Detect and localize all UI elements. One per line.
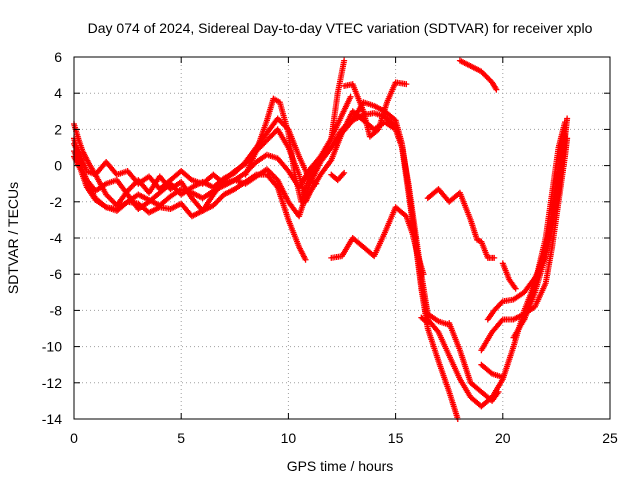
y-tick-label: -4 — [50, 230, 63, 246]
data-points — [71, 57, 571, 422]
data-point — [491, 254, 498, 261]
x-tick-label: 20 — [495, 430, 511, 446]
y-tick-label: -8 — [50, 302, 63, 318]
data-point — [341, 57, 348, 64]
series-track-9 — [328, 204, 427, 278]
series-track-12 — [418, 314, 431, 327]
data-point — [499, 374, 506, 381]
series-track-14 — [446, 320, 502, 404]
y-axis-label: SDTVAR / TECUs — [5, 182, 21, 294]
y-tick-label: -10 — [42, 339, 62, 355]
series-track-20 — [71, 115, 320, 213]
y-tick-label: -6 — [50, 266, 63, 282]
x-tick-label: 25 — [602, 430, 618, 446]
data-point — [313, 180, 320, 187]
data-point — [493, 86, 500, 93]
data-point — [420, 271, 427, 278]
y-tick-label: 4 — [54, 85, 62, 101]
ticks — [73, 56, 611, 420]
y-tick-label: -14 — [42, 411, 62, 427]
series-track-13 — [499, 260, 519, 292]
data-point — [347, 93, 354, 100]
data-point — [564, 115, 571, 122]
series-track-17 — [478, 361, 506, 381]
x-tick-label: 10 — [281, 430, 297, 446]
data-point — [403, 81, 410, 88]
series-track-7 — [328, 169, 348, 184]
x-tick-label: 15 — [388, 430, 404, 446]
data-point — [512, 285, 519, 292]
series-track-18 — [510, 126, 568, 341]
series-track-10 — [456, 57, 500, 93]
x-axis-label: GPS time / hours — [287, 458, 394, 474]
y-tick-label: 2 — [54, 121, 62, 137]
x-tick-label: 5 — [177, 430, 185, 446]
data-point — [423, 318, 430, 325]
y-tick-label: -2 — [50, 194, 63, 210]
x-tick-label: 0 — [70, 430, 78, 446]
data-point — [302, 256, 309, 263]
y-tick-label: -12 — [42, 375, 62, 391]
data-point — [487, 369, 494, 376]
series-track-11 — [424, 186, 498, 261]
data-point — [561, 119, 568, 126]
chart-title: Day 074 of 2024, Sidereal Day-to-day VTE… — [88, 20, 593, 36]
data-point — [341, 169, 348, 176]
grid — [74, 57, 610, 419]
y-tick-label: 0 — [54, 158, 62, 174]
data-point — [187, 175, 194, 182]
data-point — [424, 320, 431, 327]
tick-labels: 0 5 10 15 20 25 -14 -12 -10 -8 -6 -4 -2 0 2 4 6 — [42, 49, 618, 446]
series-track-8 — [341, 79, 410, 140]
data-point — [498, 299, 505, 306]
y-tick-label: 6 — [54, 49, 62, 65]
data-point — [495, 388, 502, 395]
series-track-19 — [521, 119, 568, 323]
